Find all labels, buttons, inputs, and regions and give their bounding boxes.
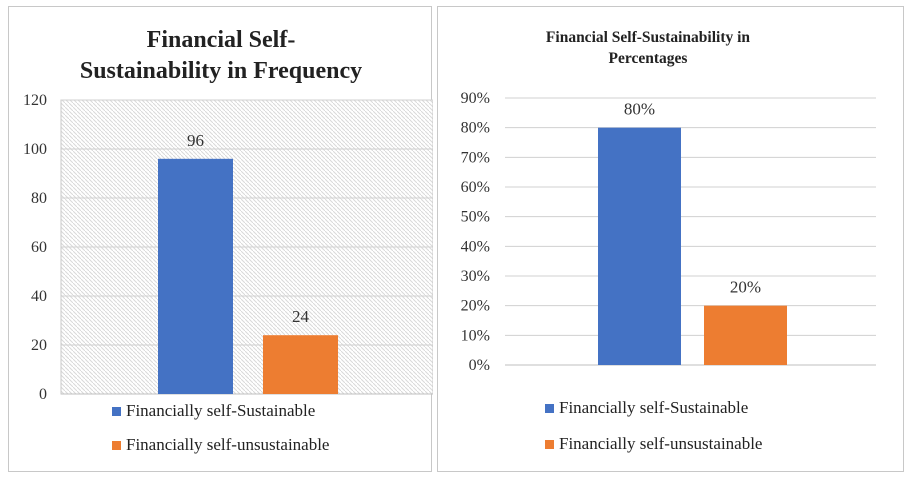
frequency-y-tick-label: 60 bbox=[31, 239, 47, 256]
percentage-legend-label-unsustainable: Financially self-unsustainable bbox=[559, 434, 763, 453]
frequency-legend-label-unsustainable: Financially self-unsustainable bbox=[126, 435, 330, 454]
percentage-y-tick-label: 30% bbox=[461, 268, 490, 285]
percentage-bar-unsustainable bbox=[704, 305, 787, 365]
percentage-y-tick-label: 10% bbox=[461, 327, 490, 344]
percentage-y-tick-label: 90% bbox=[461, 90, 490, 107]
frequency-chart-svg: 0 20 40 60 80 100 120 96 24 bbox=[23, 92, 433, 403]
percentage-y-tick-label: 0% bbox=[469, 357, 490, 374]
percentage-chart-svg: 0% 10% 20% 30% 40% 50% 60% 70% 80% 90% 80% 20% bbox=[461, 90, 876, 374]
frequency-y-tick-label: 0 bbox=[39, 386, 47, 403]
frequency-title-line-2: Sustainability in Frequency bbox=[79, 58, 363, 84]
frequency-data-label-unsustainable: 24 bbox=[292, 307, 310, 326]
percentage-title-line-1: Financial Self-Sustainability in bbox=[545, 29, 751, 46]
frequency-bar-sustainable bbox=[158, 158, 233, 394]
percentage-chart-panel: Financial Self-Sustainability in Percent… bbox=[437, 6, 904, 472]
legend-swatch-orange bbox=[112, 440, 121, 450]
frequency-bar-unsustainable bbox=[263, 335, 338, 394]
frequency-legend-item-unsustainable: Financially self-unsustainable bbox=[112, 435, 329, 455]
frequency-data-label-sustainable: 96 bbox=[187, 131, 204, 150]
percentage-y-tick-label: 70% bbox=[461, 149, 490, 166]
frequency-legend-item-sustainable: Financially self-Sustainable bbox=[112, 401, 315, 421]
frequency-chart-panel: Financial Self- Sustainability in Freque… bbox=[8, 6, 433, 472]
percentage-y-tick-label: 20% bbox=[461, 298, 490, 315]
frequency-y-tick-label: 40 bbox=[31, 288, 47, 305]
percentage-y-tick-label: 40% bbox=[461, 238, 490, 255]
percentage-legend-item-unsustainable: Financially self-unsustainable bbox=[545, 434, 762, 454]
legend-swatch-orange bbox=[545, 439, 554, 449]
percentage-data-label-unsustainable: 20% bbox=[730, 278, 761, 297]
percentage-data-label-sustainable: 80% bbox=[624, 100, 655, 119]
percentage-chart-title: Financial Self-Sustainability in Percent… bbox=[498, 27, 798, 69]
percentage-y-tick-label: 60% bbox=[461, 179, 490, 196]
percentage-legend-label-sustainable: Financially self-Sustainable bbox=[559, 398, 749, 417]
frequency-y-tick-label: 20 bbox=[31, 337, 47, 354]
frequency-y-tick-label: 120 bbox=[23, 92, 47, 109]
frequency-y-tick-label: 80 bbox=[31, 190, 47, 207]
legend-swatch-blue bbox=[545, 403, 554, 413]
percentage-bar-sustainable bbox=[598, 127, 681, 366]
percentage-title-line-2: Percentages bbox=[608, 50, 688, 67]
percentage-y-tick-label: 50% bbox=[461, 209, 490, 226]
legend-swatch-blue bbox=[112, 406, 121, 416]
frequency-legend-label-sustainable: Financially self-Sustainable bbox=[126, 401, 316, 420]
percentage-y-tick-label: 80% bbox=[461, 120, 490, 137]
percentage-legend-item-sustainable: Financially self-Sustainable bbox=[545, 398, 748, 418]
frequency-chart-title: Financial Self- Sustainability in Freque… bbox=[9, 25, 433, 87]
frequency-y-tick-label: 100 bbox=[23, 141, 47, 158]
frequency-title-line-1: Financial Self- bbox=[146, 27, 296, 53]
